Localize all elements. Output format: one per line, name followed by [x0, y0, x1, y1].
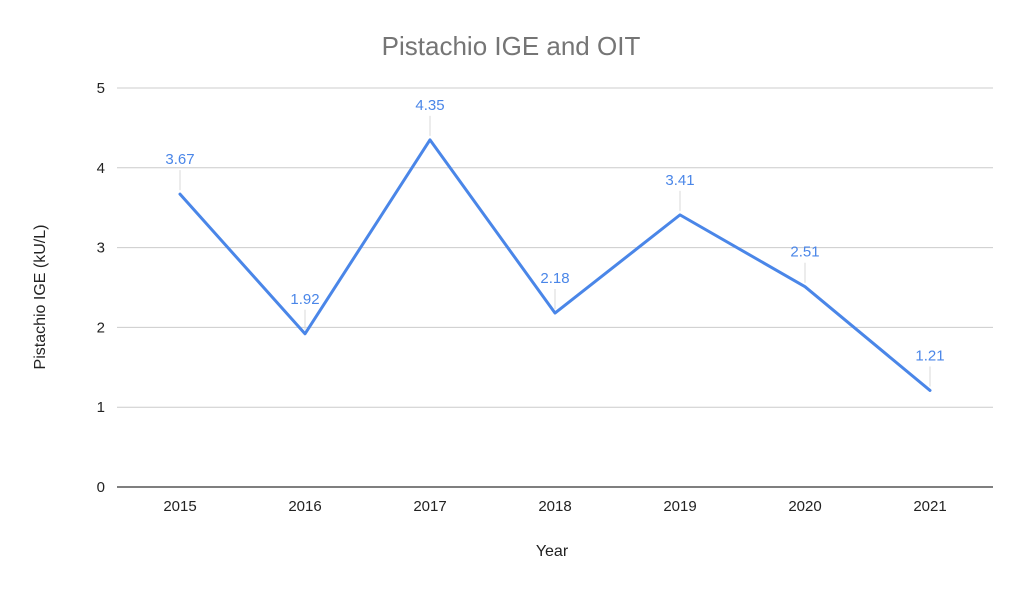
- x-tick-label: 2016: [288, 498, 321, 515]
- x-tick-label: 2015: [163, 498, 196, 515]
- data-labels: 3.67 1.92 4.35 2.18 3.41 2.51 1.21: [165, 97, 945, 387]
- x-axis-ticks: 2015 2016 2017 2018 2019 2020 2021: [163, 498, 946, 515]
- y-tick-label: 4: [97, 160, 105, 177]
- data-point: [553, 311, 557, 315]
- data-label: 2.51: [790, 244, 819, 261]
- y-axis-ticks: 0 1 2 3 4 5: [97, 80, 105, 496]
- x-tick-label: 2019: [663, 498, 696, 515]
- x-tick-label: 2021: [913, 498, 946, 515]
- data-label: 3.41: [665, 172, 694, 189]
- data-point: [678, 213, 682, 217]
- data-label: 2.18: [540, 270, 569, 287]
- data-label: 1.21: [915, 347, 944, 364]
- data-point: [178, 192, 182, 196]
- x-tick-label: 2020: [788, 498, 821, 515]
- x-axis-title: Year: [536, 543, 569, 560]
- data-point: [303, 332, 307, 336]
- series-line: [178, 138, 932, 392]
- data-label: 1.92: [290, 291, 319, 308]
- data-point: [928, 388, 932, 392]
- y-tick-label: 5: [97, 80, 105, 97]
- chart-title: Pistachio IGE and OIT: [382, 31, 641, 61]
- y-tick-label: 3: [97, 240, 105, 257]
- series-layer: [178, 138, 932, 392]
- x-tick-label: 2018: [538, 498, 571, 515]
- grid-layer: [117, 87, 993, 488]
- data-point: [803, 285, 807, 289]
- y-tick-label: 0: [97, 479, 105, 496]
- y-axis-title: Pistachio IGE (kU/L): [32, 225, 49, 370]
- data-point: [428, 138, 432, 142]
- data-label: 4.35: [415, 97, 444, 114]
- x-tick-label: 2017: [413, 498, 446, 515]
- y-tick-label: 2: [97, 319, 105, 336]
- data-label: 3.67: [165, 151, 194, 168]
- y-tick-label: 1: [97, 399, 105, 416]
